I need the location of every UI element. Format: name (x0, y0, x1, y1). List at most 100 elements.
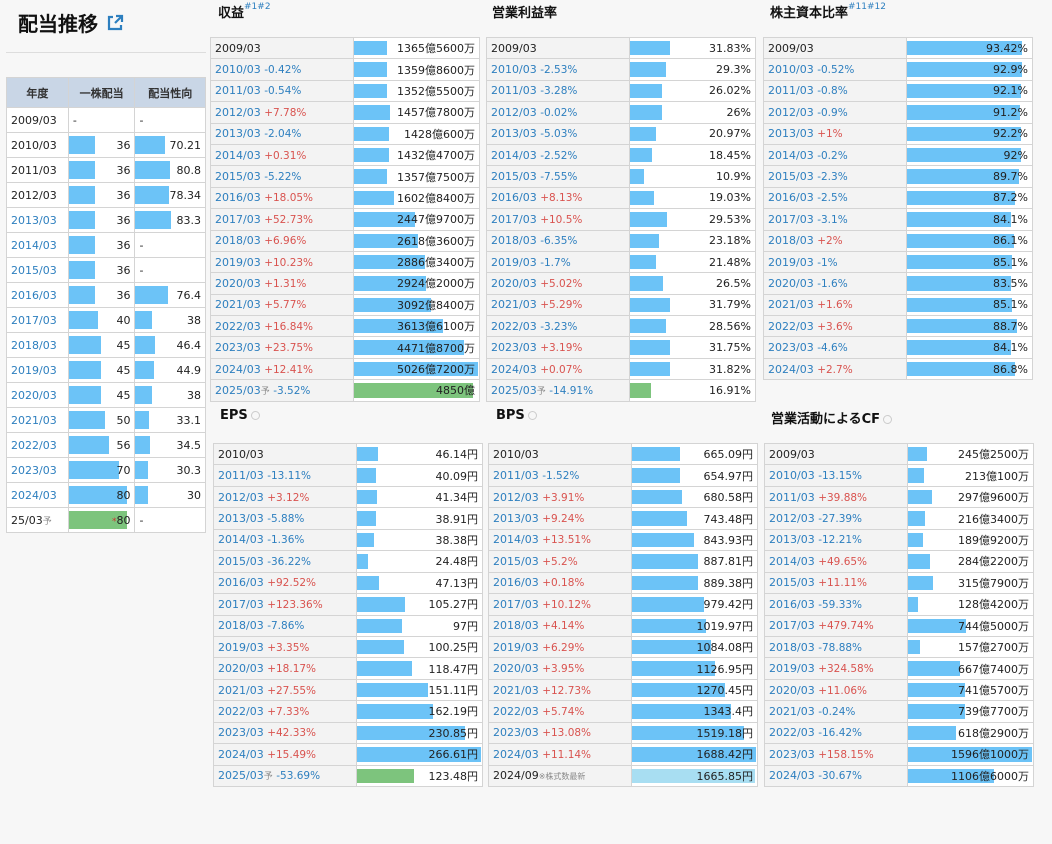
year-cell[interactable]: 2022/03 -16.42% (764, 721, 908, 745)
external-link-icon[interactable] (106, 14, 124, 32)
year-cell[interactable]: 2020/03 +11.06% (764, 678, 908, 702)
year-cell[interactable]: 2019/03 +324.58% (764, 657, 908, 680)
year-label[interactable]: 2025/03 (491, 383, 537, 397)
year-label[interactable]: 2020/03 (11, 388, 57, 402)
year-cell[interactable]: 2017/03 -3.1% (763, 208, 907, 231)
year-label[interactable]: 2013/03 (11, 213, 57, 227)
year-label[interactable]: 2017/03 (491, 212, 537, 226)
year-label[interactable]: 2019/03 (215, 255, 261, 269)
year-cell[interactable]: 2012/03 -0.02% (486, 101, 630, 124)
year-cell[interactable]: 2023/03 +13.08% (488, 721, 632, 745)
year-label[interactable]: 2025/03 (215, 383, 261, 397)
year-cell[interactable]: 2019/03 +6.29% (488, 635, 632, 659)
year-cell[interactable]: 2022/03 -3.23% (486, 315, 630, 338)
year-cell[interactable]: 2014/03 -1.36% (213, 528, 357, 552)
footnote-link[interactable]: #11#12 (848, 2, 887, 12)
year-label[interactable]: 2022/03 (768, 319, 814, 333)
year-label[interactable]: 2016/03 (215, 191, 261, 205)
year-cell[interactable]: 2018/03 (6, 332, 69, 358)
year-label[interactable]: 2018/03 (218, 619, 264, 633)
year-cell[interactable]: 2015/03 -5.22% (210, 165, 354, 188)
year-cell[interactable]: 2016/03 -59.33% (764, 593, 908, 616)
year-label[interactable]: 2018/03 (493, 619, 539, 633)
year-cell[interactable]: 2022/03 +3.6% (763, 315, 907, 338)
year-label[interactable]: 2014/03 (769, 554, 815, 568)
year-label[interactable]: 2017/03 (215, 212, 261, 226)
year-cell[interactable]: 2013/03 (6, 207, 69, 233)
year-cell[interactable]: 2024/03 +11.14% (488, 743, 632, 766)
year-label[interactable]: 2010/03 (491, 63, 537, 77)
year-cell[interactable]: 2016/03 +0.18% (488, 571, 632, 595)
year-cell[interactable]: 2025/03予 -14.91% (486, 379, 630, 402)
footnote-link[interactable]: #1#2 (244, 2, 271, 12)
year-cell[interactable]: 2015/03 +5.2% (488, 550, 632, 573)
year-cell[interactable]: 2021/03 (6, 407, 69, 433)
year-label[interactable]: 2024/03 (11, 488, 57, 502)
year-cell[interactable]: 2017/03 +123.36% (213, 593, 357, 616)
year-cell[interactable]: 2018/03 +4.14% (488, 614, 632, 637)
year-cell[interactable]: 2012/03 +3.12% (213, 485, 357, 509)
year-cell[interactable]: 2020/03 +18.17% (213, 657, 357, 680)
year-label[interactable]: 2013/03 (769, 533, 815, 547)
year-cell[interactable]: 2024/03 -30.67% (764, 764, 908, 788)
year-label[interactable]: 2023/03 (11, 463, 57, 477)
year-cell[interactable]: 2015/03 +11.11% (764, 571, 908, 595)
year-label[interactable]: 2018/03 (215, 234, 261, 248)
year-label[interactable]: 2022/03 (218, 704, 264, 718)
year-cell[interactable]: 2024/03 +0.07% (486, 357, 630, 381)
year-cell[interactable]: 2014/03 -0.2% (763, 143, 907, 167)
year-cell[interactable]: 2010/03 -2.53% (486, 58, 630, 81)
year-label[interactable]: 2012/03 (491, 105, 537, 119)
year-cell[interactable]: 2020/03 +5.02% (486, 272, 630, 295)
year-label[interactable]: 2016/03 (11, 288, 57, 302)
year-cell[interactable]: 2024/03 +2.7% (763, 357, 907, 381)
info-icon[interactable] (883, 415, 893, 424)
year-cell[interactable]: 2021/03 +12.73% (488, 678, 632, 702)
year-label[interactable]: 2021/03 (769, 704, 815, 718)
year-label[interactable]: 2022/03 (769, 726, 815, 740)
year-label[interactable]: 2018/03 (491, 234, 537, 248)
year-cell[interactable]: 2016/03 +18.05% (210, 186, 354, 210)
year-cell[interactable]: 2011/03 -0.54% (210, 79, 354, 103)
year-label[interactable]: 2024/03 (218, 747, 264, 761)
year-label[interactable]: 2019/03 (768, 255, 814, 269)
year-cell[interactable]: 2014/03 (6, 232, 69, 258)
year-cell[interactable]: 2024/03 (6, 482, 69, 508)
year-label[interactable]: 2011/03 (218, 469, 264, 483)
year-cell[interactable]: 2020/03 -1.6% (763, 272, 907, 295)
year-label[interactable]: 2017/03 (11, 313, 57, 327)
info-icon[interactable] (250, 411, 260, 420)
year-label[interactable]: 2021/03 (491, 298, 537, 312)
year-label[interactable]: 2019/03 (491, 255, 537, 269)
year-cell[interactable]: 2011/03 -3.28% (486, 79, 630, 103)
year-cell[interactable]: 2011/03 -1.52% (488, 464, 632, 487)
year-cell[interactable]: 2019/03 (6, 357, 69, 383)
year-label[interactable]: 2022/03 (11, 438, 57, 452)
year-cell[interactable]: 2019/03 -1% (763, 250, 907, 274)
year-label[interactable]: 2014/03 (218, 533, 264, 547)
year-cell[interactable]: 2014/03 +0.31% (210, 143, 354, 167)
year-cell[interactable]: 2013/03 +9.24% (488, 507, 632, 530)
year-label[interactable]: 2012/03 (768, 105, 814, 119)
year-label[interactable]: 2013/03 (491, 127, 537, 141)
year-label[interactable]: 2020/03 (218, 662, 264, 676)
year-label[interactable]: 2024/03 (215, 362, 261, 376)
year-label[interactable]: 2012/03 (493, 490, 539, 504)
year-label[interactable]: 2015/03 (491, 170, 537, 184)
year-cell[interactable]: 2021/03 +27.55% (213, 678, 357, 702)
year-label[interactable]: 2021/03 (11, 413, 57, 427)
year-label[interactable]: 2011/03 (768, 84, 814, 98)
year-cell[interactable]: 2018/03 +2% (763, 229, 907, 252)
year-cell[interactable]: 2015/03 -7.55% (486, 165, 630, 188)
year-label[interactable]: 2024/03 (769, 769, 815, 783)
year-label[interactable]: 2016/03 (493, 576, 539, 590)
year-cell[interactable]: 2022/03 +5.74% (488, 700, 632, 723)
year-cell[interactable]: 2017/03 (6, 307, 69, 333)
year-cell[interactable]: 2011/03 -13.11% (213, 464, 357, 487)
year-cell[interactable]: 2021/03 +1.6% (763, 293, 907, 317)
year-cell[interactable]: 2012/03 -27.39% (764, 507, 908, 530)
year-label[interactable]: 2019/03 (11, 363, 57, 377)
year-cell[interactable]: 2023/03 (6, 457, 69, 483)
year-label[interactable]: 2016/03 (218, 576, 264, 590)
year-label[interactable]: 2015/03 (11, 263, 57, 277)
